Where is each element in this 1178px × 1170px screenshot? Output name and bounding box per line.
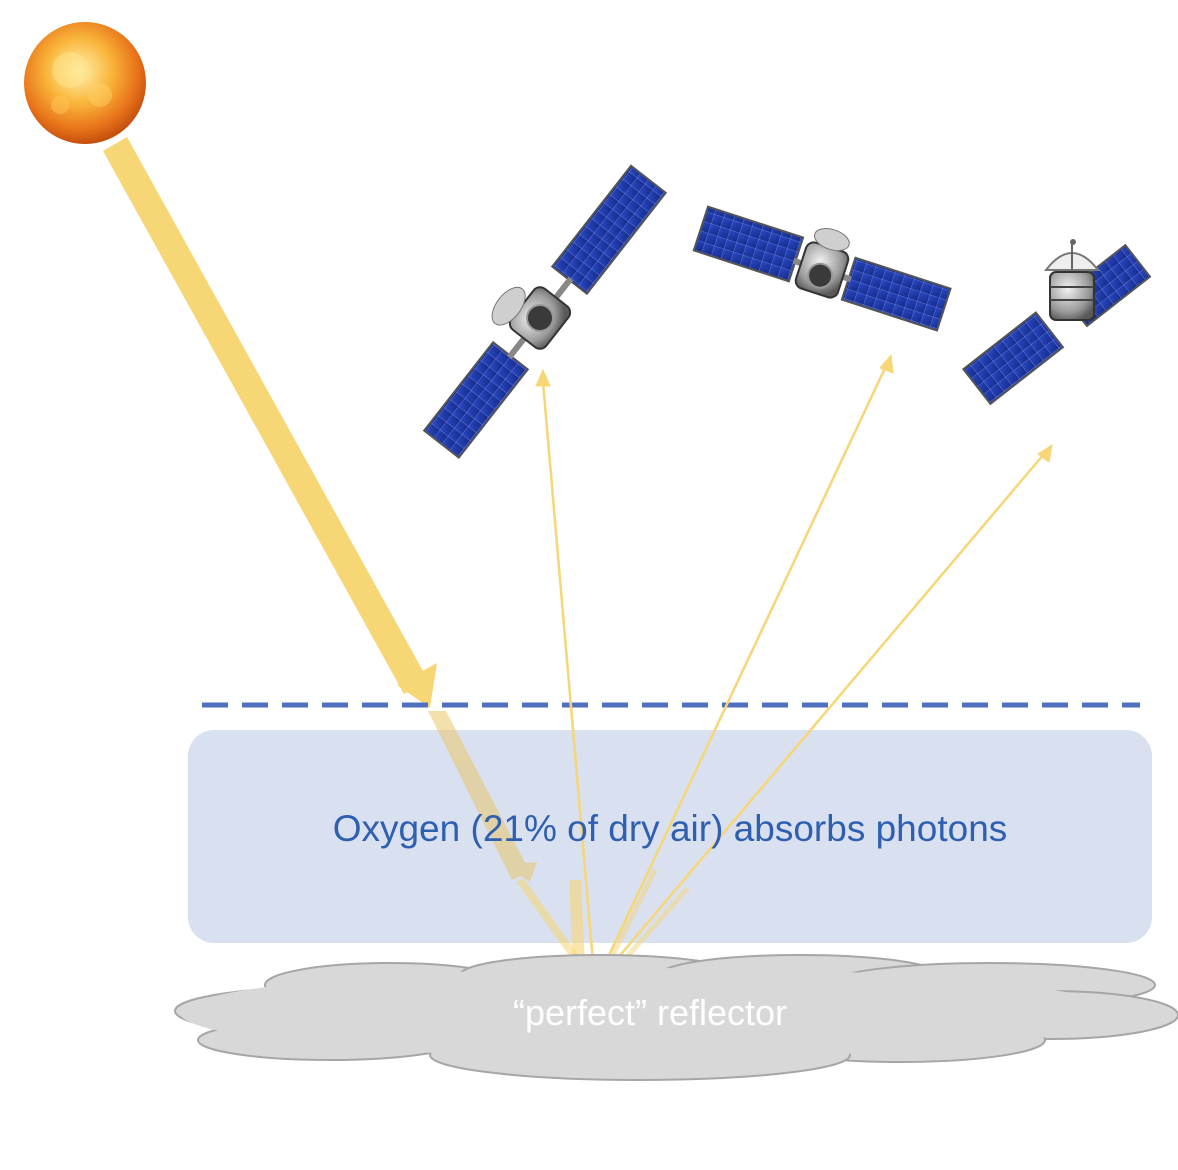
reflected-ray-1-arrowhead (535, 368, 551, 387)
oxygen-atmosphere-band (188, 730, 1152, 943)
sun-icon (24, 22, 146, 144)
cloud-icon (174, 954, 1178, 1081)
satellite-icon (692, 205, 952, 332)
reflected-ray-1 (541, 381, 597, 986)
oxygen-absorption-label: Oxygen (21% of dry air) absorbs photons (332, 808, 1008, 849)
satellite-with-dish-icon (961, 239, 1152, 406)
reflected-ray-2 (593, 365, 888, 986)
incoming-sunlight-beam (103, 137, 437, 708)
reflected-ray-3 (594, 453, 1045, 986)
reflected-ray-2-arrowhead (879, 353, 894, 374)
reflected-ray-3-arrowhead (1037, 443, 1053, 463)
satellite-icon (422, 164, 668, 460)
perfect-reflector-label: “perfect” reflector (512, 992, 788, 1033)
